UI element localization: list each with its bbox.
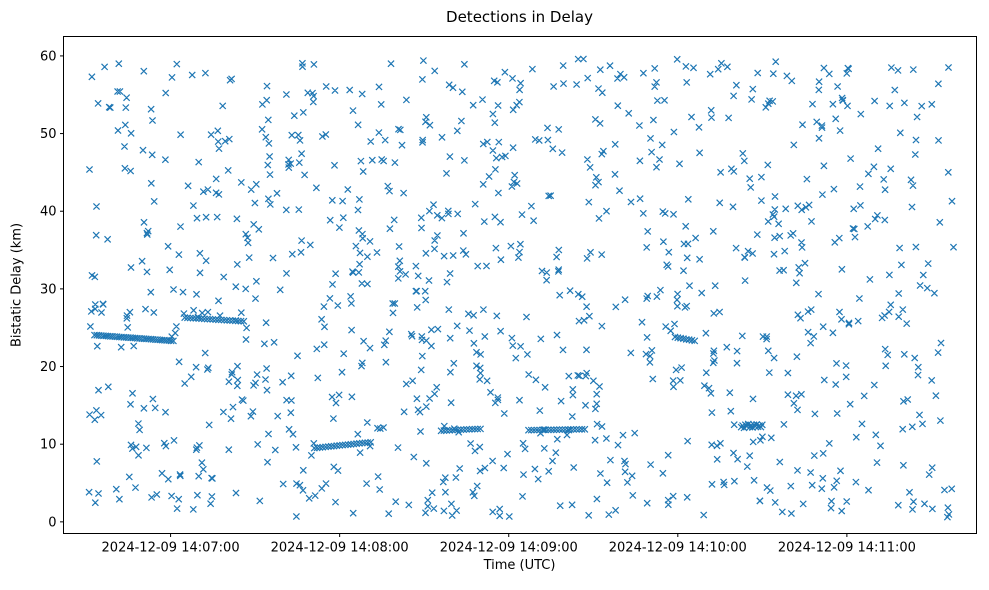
x-axis-ticks: 2024-12-09 14:07:00 2024-12-09 14:08:00 20… bbox=[102, 533, 916, 556]
y-tick-label: 10 bbox=[40, 438, 57, 453]
x-tick-label: 2024-12-09 14:08:00 bbox=[271, 541, 409, 556]
y-tick-label: 20 bbox=[40, 360, 57, 375]
x-tick-label: 2024-12-09 14:10:00 bbox=[609, 541, 747, 556]
y-axis-ticks: 0 10 20 30 40 50 60 bbox=[40, 49, 64, 530]
x-tick-label: 2024-12-09 14:11:00 bbox=[778, 541, 916, 556]
y-tick-label: 30 bbox=[40, 282, 57, 297]
y-tick-label: 0 bbox=[48, 515, 56, 530]
x-tick-label: 2024-12-09 14:09:00 bbox=[440, 541, 578, 556]
y-tick-label: 40 bbox=[40, 205, 57, 220]
detection-markers bbox=[85, 55, 958, 521]
y-tick-label: 60 bbox=[40, 49, 57, 64]
x-tick-label: 2024-12-09 14:07:00 bbox=[102, 541, 240, 556]
chart-title: Detections in Delay bbox=[446, 8, 593, 26]
x-axis-label: Time (UTC) bbox=[483, 558, 556, 573]
y-tick-label: 50 bbox=[40, 127, 57, 142]
axes-frame bbox=[63, 36, 977, 534]
